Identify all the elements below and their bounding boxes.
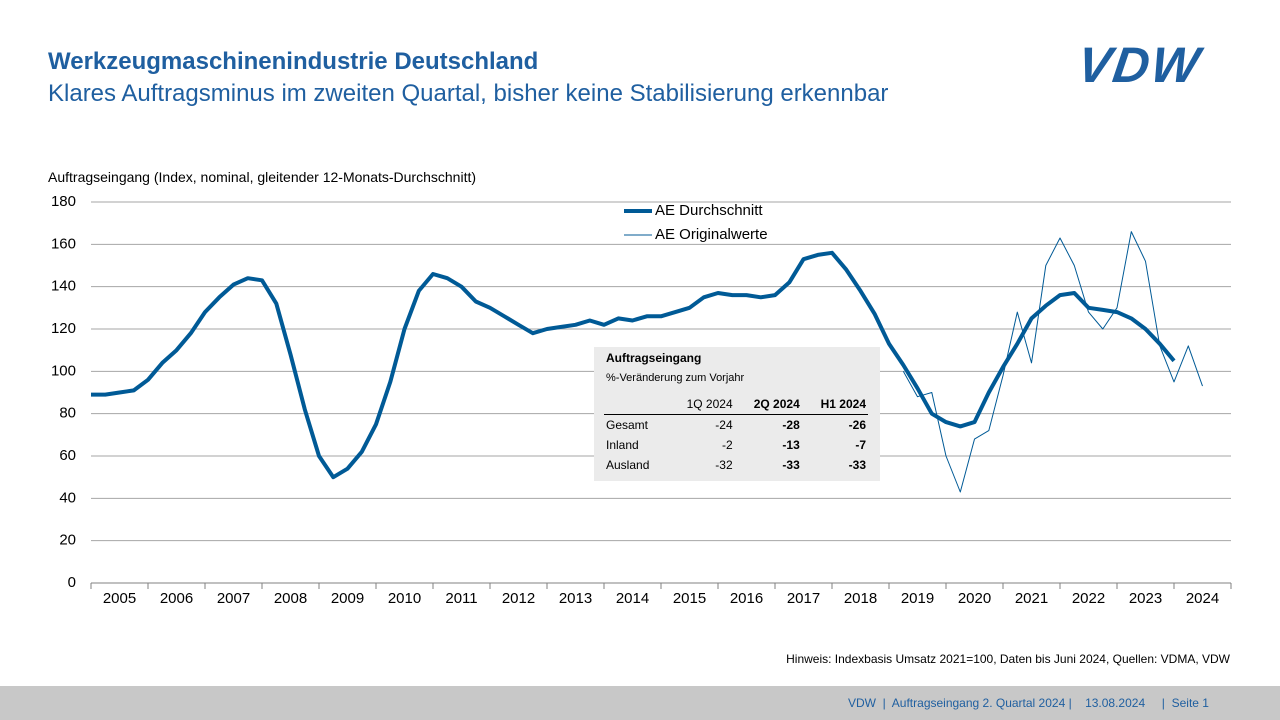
y-tick-label: 60 (59, 447, 76, 464)
x-tick-label: 2011 (445, 590, 477, 607)
x-tick-label: 2013 (559, 590, 592, 607)
table-body: Gesamt -24 -28 -26 Inland -2 -13 -7 Ausland -32 -3… (604, 415, 868, 476)
y-tick-label: 0 (68, 574, 76, 591)
y-tick-label: 160 (51, 235, 76, 252)
footer-item: VDW (848, 696, 876, 710)
table-subtitle: %-Veränderung zum Vorjahr (606, 372, 745, 384)
table-cell: -33 (848, 458, 866, 472)
footer-item: 13.08.2024 (1085, 696, 1146, 710)
y-tick-label: 20 (59, 532, 76, 549)
footer-item: Seite 1 (1171, 696, 1209, 710)
table-row: Ausland -32 -33 -33 (604, 455, 868, 475)
x-tick-label: 2008 (274, 590, 307, 607)
column-header: H1 2024 (801, 394, 868, 415)
column-header: 1Q 2024 (667, 394, 735, 415)
subtitle: Klares Auftragsminus im zweiten Quartal,… (48, 80, 889, 107)
x-tick-label: 2014 (616, 590, 649, 607)
y-tick-label: 100 (51, 362, 76, 379)
y-tick-label: 180 (51, 193, 76, 210)
x-tick-label: 2017 (787, 590, 820, 607)
x-tick-label: 2024 (1186, 590, 1219, 607)
table-cell: -28 (782, 418, 800, 432)
table-cell: -24 (715, 418, 733, 432)
footer: VDW | Auftragseingang 2. Quartal 2024 | … (0, 686, 1280, 720)
y-tick-label: 40 (59, 489, 76, 506)
note: Hinweis: Indexbasis Umsatz 2021=100, Dat… (786, 652, 1230, 666)
row-label: Ausland (606, 458, 650, 472)
footer-text: VDW | Auftragseingang 2. Quartal 2024 | … (848, 696, 1209, 710)
y-tick-label: 120 (51, 320, 76, 337)
y-axis-label: Auftragseingang (Index, nominal, gleiten… (48, 169, 477, 185)
x-tick-label: 2021 (1015, 590, 1048, 607)
table-row: Gesamt -24 -28 -26 (604, 415, 868, 436)
table-cell: -7 (855, 438, 866, 452)
x-tick-label: 2016 (730, 590, 763, 607)
x-tick-label: 2020 (958, 590, 991, 607)
table-cell: -2 (721, 438, 733, 452)
legend-label: AE Originalwerte (655, 226, 768, 243)
y-tick-label: 140 (51, 278, 76, 295)
table-cell: -32 (715, 458, 733, 472)
chart: 0 20 40 60 80 100 120 140 160 180 2005 2006 2007 2008… (51, 193, 1232, 607)
table-title: Auftragseingang (606, 351, 702, 365)
x-tick-label: 2022 (1072, 590, 1105, 607)
x-tick-label: 2012 (502, 590, 535, 607)
footer-item: Auftragseingang 2. Quartal 2024 (891, 696, 1066, 710)
row-label: Gesamt (606, 418, 649, 432)
x-tick-label: 2018 (844, 590, 877, 607)
x-tick-label: 2005 (103, 590, 136, 607)
series-line (91, 250, 1176, 480)
x-tick-label: 2010 (388, 590, 421, 607)
x-tick-label: 2015 (673, 590, 706, 607)
x-tick-label: 2019 (901, 590, 934, 607)
x-tick-label: 2023 (1129, 590, 1162, 607)
corner (604, 394, 668, 415)
row-label: Inland (606, 438, 639, 452)
header-row: 1Q 2024 2Q 2024 H1 2024 (604, 394, 868, 415)
legend-label: AE Durchschnitt (655, 202, 763, 219)
summary-table: Auftragseingang %-Veränderung zum Vorjah… (594, 347, 880, 481)
x-tick-label: 2007 (217, 590, 250, 607)
x-tick-label: 2009 (331, 590, 364, 607)
title: Werkzeugmaschinenindustrie Deutschland (48, 48, 539, 75)
table-cell: -33 (782, 458, 800, 472)
column-header: 2Q 2024 (734, 394, 802, 415)
table: 1Q 2024 2Q 2024 H1 2024 Gesamt -24 -28 -26 I… (604, 394, 868, 475)
table-cell: -13 (782, 438, 800, 452)
table-row: Inland -2 -13 -7 (604, 435, 868, 455)
x-tick-label: 2006 (160, 590, 193, 607)
y-tick-label: 80 (59, 405, 76, 422)
series-line (902, 231, 1203, 493)
table-cell: -26 (848, 418, 866, 432)
